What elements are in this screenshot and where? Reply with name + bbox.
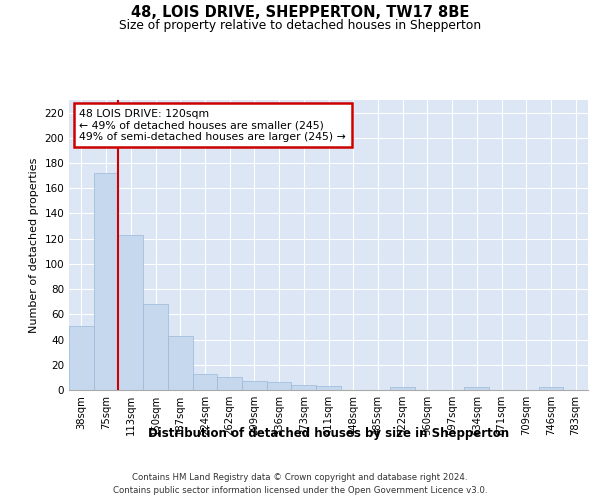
Bar	[390, 388, 415, 390]
Bar	[316, 386, 341, 390]
Text: Contains HM Land Registry data © Crown copyright and database right 2024.: Contains HM Land Registry data © Crown c…	[132, 472, 468, 482]
Text: 48, LOIS DRIVE, SHEPPERTON, TW17 8BE: 48, LOIS DRIVE, SHEPPERTON, TW17 8BE	[131, 5, 469, 20]
Bar	[267, 382, 292, 390]
Text: Distribution of detached houses by size in Shepperton: Distribution of detached houses by size …	[148, 428, 509, 440]
Bar	[464, 388, 489, 390]
Bar	[69, 326, 94, 390]
Text: 48 LOIS DRIVE: 120sqm
← 49% of detached houses are smaller (245)
49% of semi-det: 48 LOIS DRIVE: 120sqm ← 49% of detached …	[79, 108, 346, 142]
Text: Contains public sector information licensed under the Open Government Licence v3: Contains public sector information licen…	[113, 486, 487, 495]
Bar	[118, 235, 143, 390]
Bar	[242, 381, 267, 390]
Bar	[539, 388, 563, 390]
Y-axis label: Number of detached properties: Number of detached properties	[29, 158, 39, 332]
Text: Size of property relative to detached houses in Shepperton: Size of property relative to detached ho…	[119, 19, 481, 32]
Bar	[168, 336, 193, 390]
Bar	[217, 378, 242, 390]
Bar	[94, 173, 118, 390]
Bar	[292, 385, 316, 390]
Bar	[143, 304, 168, 390]
Bar	[193, 374, 217, 390]
